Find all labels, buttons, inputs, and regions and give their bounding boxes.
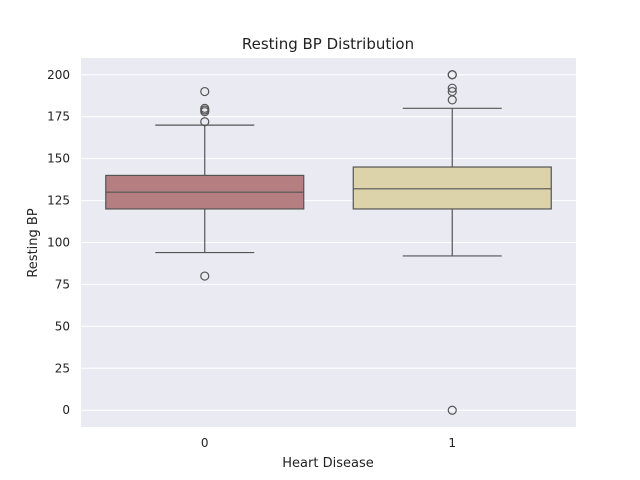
outlier-point <box>200 271 210 281</box>
outlier-point <box>447 405 457 415</box>
outlier-point <box>447 83 457 93</box>
x-tick-label: 0 <box>201 436 209 450</box>
outlier-point <box>200 117 210 127</box>
box-series <box>105 70 552 415</box>
iqr-box <box>352 166 552 210</box>
outlier-point <box>447 86 457 97</box>
y-tick-label: 150 <box>47 152 70 166</box>
box-group-1 <box>352 70 552 415</box>
chart-title: Resting BP Distribution <box>242 35 414 53</box>
y-tick-label: 50 <box>55 319 70 333</box>
y-tick-label: 0 <box>62 403 70 417</box>
y-axis-label: Resting BP <box>26 208 41 277</box>
y-tick-label: 175 <box>47 110 70 124</box>
outlier-point <box>200 103 210 113</box>
box-group-0 <box>105 86 305 281</box>
y-tick-label: 75 <box>55 277 70 291</box>
y-tick-label: 125 <box>47 194 70 208</box>
y-tick-label: 100 <box>47 236 70 250</box>
grid-lines <box>81 74 576 411</box>
outlier-point <box>200 86 210 97</box>
y-tick-label: 25 <box>55 361 70 375</box>
x-tick-label: 1 <box>448 436 456 450</box>
x-axis-label: Heart Disease <box>282 456 373 471</box>
outlier-point <box>447 70 457 80</box>
y-tick-label: 200 <box>47 68 70 82</box>
axis-ticks: 0 25 50 75 100 125 150 175 200 0 1 <box>47 68 456 450</box>
